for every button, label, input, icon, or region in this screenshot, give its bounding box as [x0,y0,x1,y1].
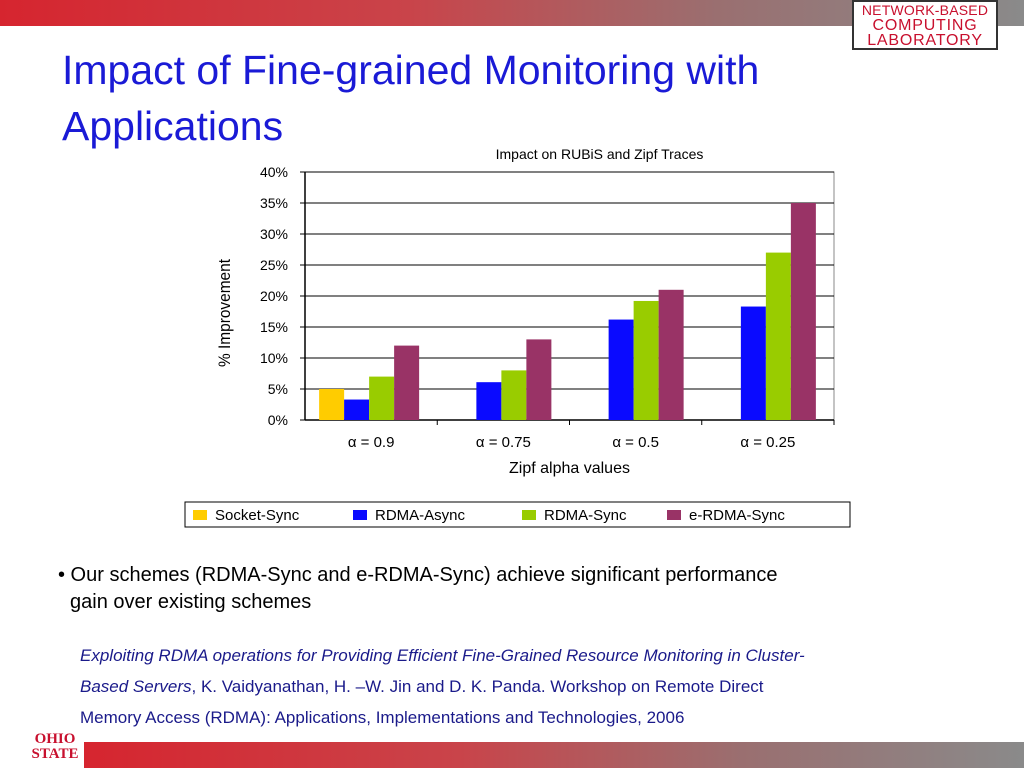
y-tick-label: 0% [268,412,288,428]
y-tick-label: 35% [260,195,288,211]
y-tick-label: 10% [260,350,288,366]
lab-logo: NETWORK-BASED COMPUTING LABORATORY [852,0,998,50]
bar-rdma-sync [765,252,791,420]
lab-logo-line-3: LABORATORY [867,31,983,49]
ohio-logo-line-1: OHIO [34,731,76,747]
legend-box [184,501,851,528]
citation-title-line-1: Exploiting RDMA operations for Providing… [80,646,805,665]
y-tick-label: 20% [260,288,288,304]
bar-rdma-async [608,319,634,420]
legend-label-rdma-sync: RDMA-Sync [544,507,627,524]
x-tick-label: α = 0.25 [740,434,795,451]
citation-venue: Memory Access (RDMA): Applications, Impl… [80,708,685,727]
bar-rdma-sync [501,370,527,420]
bar-rdma-sync [633,300,659,420]
bar-e-rdma-sync [658,289,684,420]
ohio-logo-line-2: STATE [31,746,79,762]
bar-e-rdma-sync [394,345,420,420]
y-tick-label: 40% [260,164,288,180]
x-axis-label: Zipf alpha values [509,460,630,477]
chart-title: Impact on RUBiS and Zipf Traces [496,146,704,162]
ohio-state-logo: OHIO STATE [26,728,84,768]
slide-title: Impact of Fine-grained Monitoring with A… [62,47,760,149]
bar-e-rdma-sync [526,339,552,420]
bar-e-rdma-sync [790,203,816,420]
legend-swatch-e-rdma-sync [667,510,681,520]
y-tick-label: 25% [260,257,288,273]
citation-authors: , K. Vaidyanathan, H. –W. Jin and D. K. … [191,677,764,696]
bullet-line-2: gain over existing schemes [70,591,312,613]
bar-chart: 0% 5% 10% 15% 20% 25% 30% 35% 40% α = 0.9 α = 0.75… [184,146,851,528]
bullet-point: • Our schemes (RDMA-Sync and e-RDMA-Sync… [58,562,918,616]
bar-rdma-async [740,306,766,420]
legend-swatch-rdma-sync [522,510,536,520]
legend-label-socket-sync: Socket-Sync [215,507,300,524]
y-tick-label: 5% [268,381,288,397]
legend-label-rdma-async: RDMA-Async [375,507,466,524]
y-axis-label: % Improvement [215,259,234,367]
bar-rdma-async [476,382,502,420]
legend-label-e-rdma-sync: e-RDMA-Sync [689,507,785,524]
bullet-line-1: • Our schemes (RDMA-Sync and e-RDMA-Sync… [58,564,778,586]
x-tick-label: α = 0.9 [348,434,395,451]
lab-logo-line-2: COMPUTING [872,16,978,34]
legend-swatch-socket-sync [193,510,207,520]
x-tick-label: α = 0.75 [476,434,531,451]
y-tick-label: 30% [260,226,288,242]
bar-rdma-async [344,399,370,420]
citation: Exploiting RDMA operations for Providing… [80,640,960,733]
x-tick-label: α = 0.5 [612,434,659,451]
citation-title-line-2: Based Servers [80,677,192,696]
y-tick-label: 15% [260,319,288,335]
lab-logo-line-1: NETWORK-BASED [861,1,989,18]
legend-swatch-rdma-async [353,510,367,520]
bar-rdma-sync [369,376,395,420]
bottom-banner [84,742,1024,768]
bar-socket-sync [319,389,345,420]
